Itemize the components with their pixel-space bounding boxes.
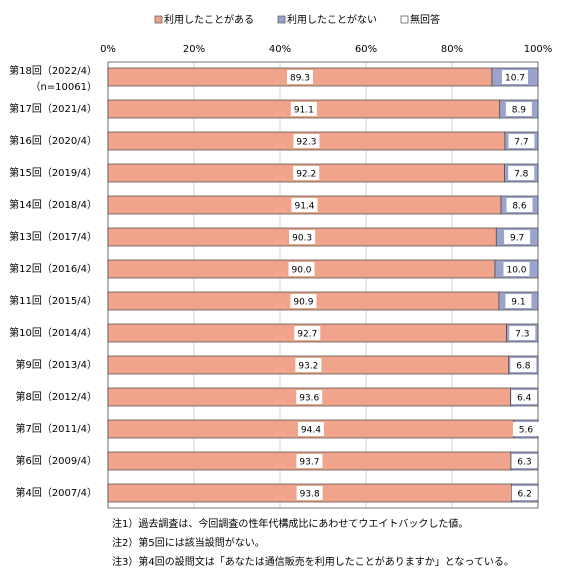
y-tick-label: 第17回（2021/4）: [9, 102, 97, 115]
value-label: 92.3: [296, 138, 316, 148]
label-bg: [511, 390, 538, 404]
legend-swatch: [154, 15, 163, 24]
legend-label: 利用したことがない: [287, 13, 377, 26]
label-bg: [290, 294, 317, 308]
x-tick-label: 60%: [355, 44, 377, 55]
legend-label: 利用したことがある: [164, 13, 254, 26]
label-bg: [505, 102, 532, 116]
note: 注1）過去調査は、今回調査の性年代構成比にあわせてウエイトバックした値。: [112, 517, 468, 530]
value-label: 7.3: [515, 330, 529, 340]
value-label: 93.2: [298, 362, 318, 372]
value-label: 9.7: [510, 234, 524, 244]
label-bg: [294, 326, 321, 340]
value-label: 6.2: [518, 490, 532, 500]
value-label: 6.4: [517, 394, 532, 404]
value-label: 10.7: [505, 74, 525, 84]
sample-size: （n=10061）: [30, 81, 97, 93]
x-tick-label: 40%: [269, 44, 291, 55]
label-bg: [512, 422, 539, 436]
label-bg: [293, 166, 320, 180]
value-label: 6.3: [517, 458, 531, 468]
y-tick-label: 第15回（2019/4）: [9, 166, 97, 179]
label-bg: [508, 134, 535, 148]
plot-frame: [107, 61, 539, 509]
value-label: 93.6: [299, 394, 319, 404]
x-tick-label: 0%: [100, 44, 116, 55]
label-bg: [506, 198, 533, 212]
value-label: 92.2: [296, 170, 316, 180]
y-tick-label: 第13回（2017/4）: [9, 230, 97, 243]
label-bg: [286, 70, 313, 84]
value-label: 90.0: [291, 266, 311, 276]
legend-swatch: [277, 15, 286, 24]
value-label: 93.8: [300, 490, 320, 500]
value-label: 91.1: [294, 106, 314, 116]
value-label: 5.6: [519, 426, 534, 436]
y-tick-label: 第12回（2016/4）: [9, 262, 97, 275]
y-tick-label: 第7回（2011/4）: [15, 422, 97, 435]
value-label: 9.1: [511, 298, 525, 308]
value-label: 7.8: [514, 170, 529, 180]
label-bg: [504, 230, 531, 244]
label-bg: [511, 486, 538, 500]
value-label: 90.9: [293, 298, 313, 308]
label-bg: [289, 230, 316, 244]
note: 注2）第5回には該当設問がない。: [112, 536, 265, 549]
value-label: 90.3: [292, 234, 312, 244]
label-bg: [295, 358, 322, 372]
legend-label: 無回答: [410, 13, 440, 26]
label-bg: [505, 294, 532, 308]
value-label: 7.7: [514, 138, 528, 148]
y-tick-label: 第9回（2013/4）: [15, 358, 97, 371]
value-label: 89.3: [290, 74, 310, 84]
label-bg: [297, 422, 324, 436]
value-label: 10.0: [506, 266, 526, 276]
label-bg: [296, 486, 323, 500]
value-label: 8.6: [512, 202, 527, 212]
label-bg: [510, 358, 537, 372]
y-tick-label: 第16回（2020/4）: [9, 134, 97, 147]
label-bg: [291, 198, 318, 212]
label-bg: [509, 326, 536, 340]
value-label: 91.4: [294, 202, 314, 212]
value-label: 6.8: [516, 362, 531, 372]
value-label: 94.4: [301, 426, 321, 436]
label-bg: [296, 454, 323, 468]
y-tick-label: 第8回（2012/4）: [15, 390, 97, 403]
label-bg: [293, 134, 320, 148]
y-tick-label: 第11回（2015/4）: [9, 294, 97, 307]
y-tick-label: 第4回（2007/4）: [15, 486, 97, 499]
x-tick-label: 100%: [524, 44, 553, 55]
y-tick-label: 第10回（2014/4）: [9, 326, 97, 339]
x-tick-label: 80%: [441, 44, 463, 55]
label-bg: [508, 166, 535, 180]
y-tick-label: 第6回（2009/4）: [15, 454, 97, 467]
label-bg: [503, 262, 530, 276]
label-bg: [501, 70, 528, 84]
label-bg: [288, 262, 315, 276]
legend-swatch: [400, 15, 409, 24]
value-label: 8.9: [512, 106, 527, 116]
y-tick-label: 第14回（2018/4）: [9, 198, 97, 211]
label-bg: [296, 390, 323, 404]
y-tick-label: 第18回（2022/4）: [9, 64, 97, 77]
value-label: 92.7: [297, 330, 317, 340]
note: 注3）第4回の設問文は「あなたは通信販売を利用したことがありますか」となっている…: [112, 555, 514, 568]
x-tick-label: 20%: [183, 44, 205, 55]
label-bg: [511, 454, 538, 468]
value-label: 93.7: [299, 458, 319, 468]
label-bg: [290, 102, 317, 116]
